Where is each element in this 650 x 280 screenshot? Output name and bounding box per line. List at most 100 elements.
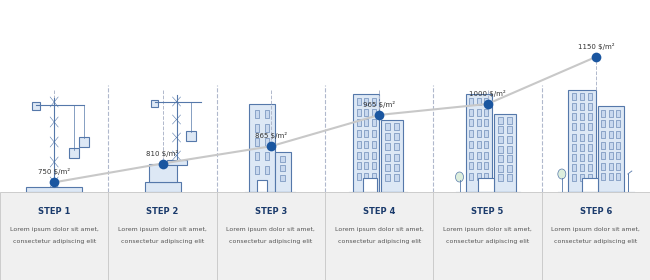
Bar xyxy=(372,109,376,116)
Text: consectetur adipiscing elit: consectetur adipiscing elit xyxy=(337,239,421,244)
Bar xyxy=(601,163,605,170)
Text: STEP 1: STEP 1 xyxy=(38,207,70,216)
Bar xyxy=(364,141,368,148)
Bar xyxy=(506,126,512,133)
Bar xyxy=(616,141,620,148)
Bar xyxy=(476,162,480,169)
Bar xyxy=(255,138,259,146)
Bar xyxy=(385,143,390,150)
Bar xyxy=(497,146,502,153)
Bar xyxy=(580,113,584,120)
Bar xyxy=(484,109,488,116)
Bar xyxy=(434,192,541,280)
Bar xyxy=(257,180,267,192)
Bar xyxy=(484,130,488,137)
Bar xyxy=(484,152,488,159)
Bar xyxy=(541,192,650,280)
Bar xyxy=(588,164,592,171)
Bar xyxy=(469,130,473,137)
Bar xyxy=(609,131,613,138)
Bar xyxy=(476,98,480,105)
Text: Lorem ipsum dolor sit amet,: Lorem ipsum dolor sit amet, xyxy=(551,227,640,232)
Bar xyxy=(616,163,620,170)
Bar xyxy=(568,90,596,192)
Bar xyxy=(394,174,399,181)
Bar xyxy=(476,152,480,159)
Bar xyxy=(255,166,259,174)
Bar xyxy=(580,164,584,171)
Bar xyxy=(166,160,187,165)
Bar xyxy=(357,173,361,180)
Bar xyxy=(255,110,259,118)
Bar xyxy=(385,164,390,171)
Bar xyxy=(381,120,403,192)
Bar xyxy=(497,174,502,181)
Text: consectetur adipiscing elit: consectetur adipiscing elit xyxy=(446,239,529,244)
Bar xyxy=(478,178,493,192)
Bar xyxy=(572,164,576,171)
Bar xyxy=(465,94,491,192)
Bar xyxy=(353,94,379,192)
Bar xyxy=(588,154,592,161)
Bar xyxy=(497,136,502,143)
Bar xyxy=(469,109,473,116)
Bar xyxy=(616,131,620,138)
Bar xyxy=(325,192,434,280)
Bar xyxy=(588,93,592,100)
Bar xyxy=(506,117,512,124)
Bar xyxy=(265,152,269,160)
Bar xyxy=(572,103,576,110)
Bar xyxy=(572,93,576,100)
Bar xyxy=(394,123,399,130)
Text: Lorem ipsum dolor sit amet,: Lorem ipsum dolor sit amet, xyxy=(226,227,315,232)
Bar xyxy=(357,152,361,159)
Bar xyxy=(372,130,376,137)
Bar xyxy=(265,166,269,174)
Bar xyxy=(275,152,291,192)
Bar xyxy=(364,119,368,126)
Bar xyxy=(580,123,584,130)
Bar xyxy=(79,137,89,147)
Bar xyxy=(506,146,512,153)
Bar xyxy=(357,109,361,116)
Bar xyxy=(357,130,361,137)
Bar xyxy=(588,113,592,120)
Bar xyxy=(580,154,584,161)
Bar xyxy=(616,152,620,159)
Text: consectetur adipiscing elit: consectetur adipiscing elit xyxy=(229,239,313,244)
Bar xyxy=(580,134,584,141)
Bar xyxy=(280,155,285,162)
Bar xyxy=(506,165,512,172)
Bar xyxy=(572,134,576,141)
Bar xyxy=(385,123,390,130)
Bar xyxy=(394,133,399,140)
Bar xyxy=(580,93,584,100)
Bar xyxy=(394,153,399,160)
Bar xyxy=(572,144,576,151)
Bar xyxy=(580,174,584,181)
Text: consectetur adipiscing elit: consectetur adipiscing elit xyxy=(554,239,638,244)
Bar xyxy=(469,162,473,169)
Bar xyxy=(265,138,269,146)
Bar xyxy=(572,113,576,120)
Bar xyxy=(357,119,361,126)
Bar xyxy=(372,119,376,126)
Bar xyxy=(609,152,613,159)
Bar xyxy=(216,192,325,280)
Bar xyxy=(364,152,368,159)
Text: STEP 5: STEP 5 xyxy=(471,207,504,216)
Text: Lorem ipsum dolor sit amet,: Lorem ipsum dolor sit amet, xyxy=(443,227,532,232)
Bar xyxy=(249,104,275,192)
Bar xyxy=(598,106,624,192)
Bar xyxy=(506,136,512,143)
Text: consectetur adipiscing elit: consectetur adipiscing elit xyxy=(121,239,204,244)
Bar xyxy=(0,192,109,280)
Bar xyxy=(280,174,285,181)
Bar xyxy=(616,120,620,127)
Bar xyxy=(469,141,473,148)
Text: consectetur adipiscing elit: consectetur adipiscing elit xyxy=(12,239,96,244)
Bar xyxy=(588,123,592,130)
Text: 865 $/m²: 865 $/m² xyxy=(255,132,287,139)
Text: Lorem ipsum dolor sit amet,: Lorem ipsum dolor sit amet, xyxy=(10,227,99,232)
Text: Lorem ipsum dolor sit amet,: Lorem ipsum dolor sit amet, xyxy=(335,227,424,232)
